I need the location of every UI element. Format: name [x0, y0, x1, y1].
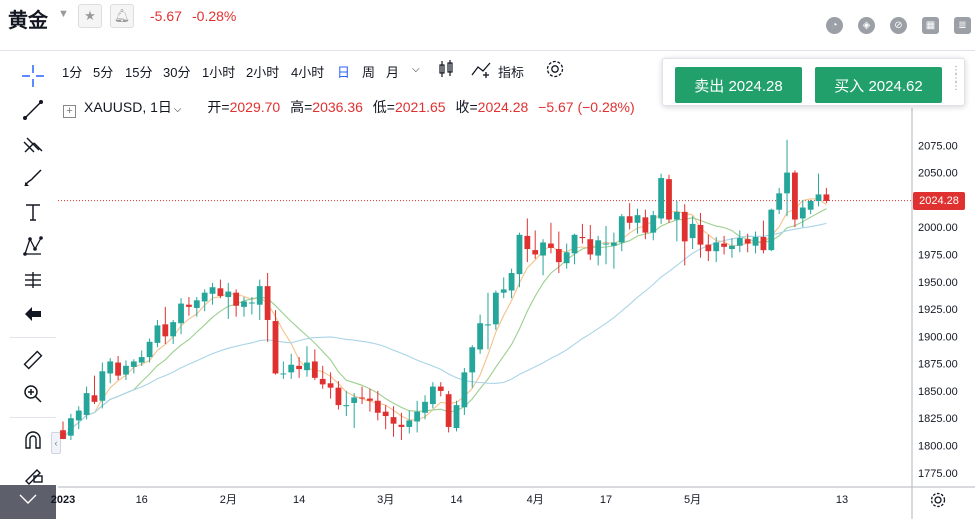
interval-1h[interactable]: 1小时: [202, 65, 236, 80]
legend-change: −5.67 (−0.28%): [538, 99, 635, 115]
bell-icon[interactable]: 🔔︎: [110, 4, 134, 28]
toolbar-divider: [10, 337, 56, 338]
interval-2h[interactable]: 2小时: [246, 65, 280, 80]
arrow-left-icon[interactable]: [20, 301, 46, 327]
interval-4h[interactable]: 4小时: [291, 65, 325, 80]
interval-1w[interactable]: 周: [362, 65, 376, 80]
legend-close-label: 收=: [455, 99, 478, 115]
indicators-icon[interactable]: [470, 59, 492, 82]
compass-icon[interactable]: ◈: [858, 17, 875, 34]
change-percent: -0.28%: [192, 8, 237, 24]
legend-open: 2029.70: [229, 99, 281, 115]
text-tool-icon[interactable]: [20, 199, 46, 225]
instrument-title: 黄金: [8, 10, 48, 32]
pie-chart-icon[interactable]: ◔: [826, 17, 843, 34]
legend-close: 2024.28: [477, 99, 529, 115]
interval-1mo[interactable]: 月: [386, 65, 400, 80]
crosshair-icon[interactable]: [20, 63, 46, 89]
pattern-icon[interactable]: [20, 233, 46, 259]
interval-15m[interactable]: 15分: [125, 65, 153, 80]
database-icon[interactable]: ≣: [954, 17, 971, 34]
sell-button[interactable]: 卖出 2024.28: [675, 67, 802, 103]
settings-icon[interactable]: [545, 59, 565, 82]
expand-legend-icon[interactable]: +: [63, 105, 76, 118]
chevron-down-icon[interactable]: ⌵: [173, 104, 182, 115]
hide-drawings-button[interactable]: [0, 485, 56, 519]
calendar-icon[interactable]: ▦: [922, 17, 939, 34]
legend-symbol[interactable]: XAUUSD, 1日: [84, 99, 172, 115]
ruler-icon[interactable]: [20, 347, 46, 373]
ohlc-legend: + XAUUSD, 1日 ⌵ 开=2029.70 高=2036.36 低=2021.…: [63, 97, 635, 118]
toolbar-divider: [10, 417, 56, 418]
interval-30m[interactable]: 30分: [163, 65, 191, 80]
interval-1m[interactable]: 1分: [62, 65, 83, 80]
gauge-icon[interactable]: ⊘: [890, 17, 907, 34]
legend-high-label: 高=: [290, 99, 313, 115]
interval-1d[interactable]: 日: [337, 65, 351, 80]
star-icon[interactable]: ★: [78, 4, 102, 28]
chevron-down-icon[interactable]: ▼: [58, 8, 69, 20]
magnet-icon[interactable]: [20, 427, 46, 453]
last-price-label: 2024.28: [913, 191, 965, 210]
interval-5m[interactable]: 5分: [93, 65, 114, 80]
drag-handle-icon[interactable]: ⋮ ⋮ ⋮: [951, 65, 961, 92]
trend-line-icon[interactable]: [20, 97, 46, 123]
header-bar: 黄金 ▼ ★ 🔔︎ -5.67 -0.28% ◔ ◈ ⊘ ▦ ≣: [0, 0, 975, 34]
chevron-down-icon[interactable]: ⌵: [412, 64, 420, 75]
legend-high: 2036.36: [312, 99, 363, 115]
trade-panel: 卖出 2024.28 买入 2024.62 ⋮ ⋮ ⋮: [662, 58, 965, 106]
measure-icon[interactable]: [20, 267, 46, 293]
drawing-toolbar: ‹: [0, 57, 61, 519]
candle-style-icon[interactable]: [438, 59, 454, 82]
pitchfork-icon[interactable]: [20, 131, 46, 157]
legend-open-label: 开=: [207, 99, 230, 115]
buy-button[interactable]: 买入 2024.62: [815, 67, 942, 103]
brush-icon[interactable]: [20, 165, 46, 191]
chart-container: [0, 50, 975, 519]
lock-drawings-icon[interactable]: [20, 461, 46, 487]
collapse-toolbar-button[interactable]: ‹: [51, 432, 61, 454]
axis-settings-icon[interactable]: [929, 491, 947, 509]
change-absolute: -5.67: [150, 8, 182, 24]
legend-low: 2021.65: [394, 99, 446, 115]
indicators-label[interactable]: 指标: [498, 65, 525, 80]
zoom-in-icon[interactable]: [20, 381, 46, 407]
legend-low-label: 低=: [372, 99, 395, 115]
